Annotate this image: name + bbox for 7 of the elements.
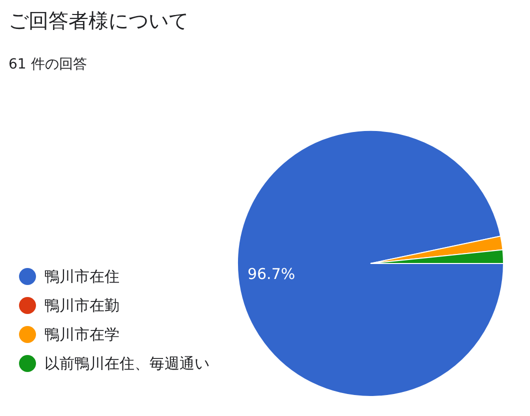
data-label: 96.7% [247, 264, 296, 283]
chart-subtitle: 61 件の回答 [8, 56, 87, 72]
legend-label: 以前鴨川在住、毎週通い [44, 354, 210, 372]
legend-label: 鴨川市在住 [44, 268, 120, 286]
legend-label: 鴨川市在勤 [44, 296, 120, 314]
legend-label: 鴨川市在学 [44, 326, 120, 344]
chart-title: ご回答者様について [8, 8, 188, 32]
